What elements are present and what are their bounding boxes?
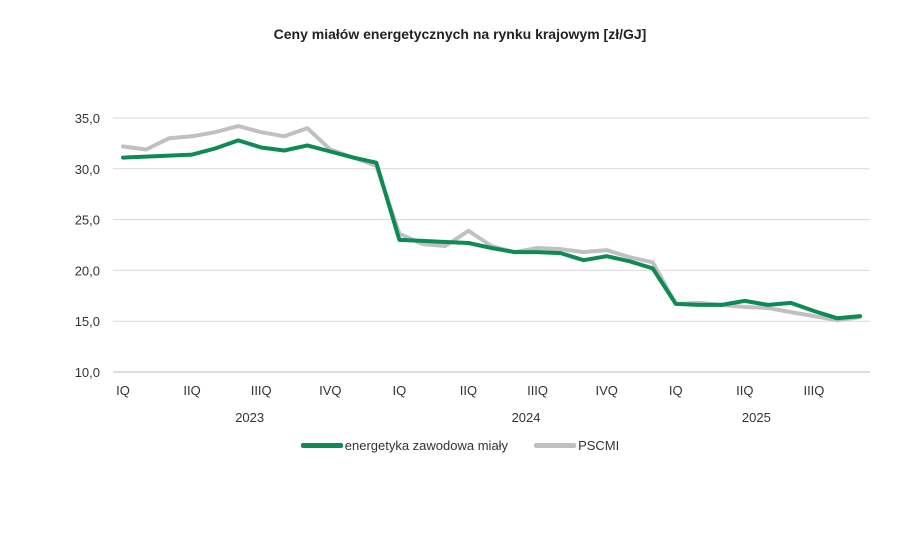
chart-title: Ceny miałów energetycznych na rynku kraj… [273, 26, 647, 42]
x-tick-label-quarter: IQ [116, 383, 130, 398]
x-tick-label-year: 2023 [235, 410, 264, 425]
x-tick-label-year: 2024 [512, 410, 541, 425]
x-tick-label-quarter: IIIQ [527, 383, 548, 398]
y-tick-label: 30,0 [75, 162, 100, 177]
y-tick-label: 20,0 [75, 263, 100, 278]
legend: energetyka zawodowa miały PSCMI [0, 438, 920, 453]
x-axis-ticks: IQ IIQ IIIQ IVQ IQ IIQ IIIQ IVQ IQ IIQ IIIQ 2023 202… [116, 383, 824, 425]
y-tick-label: 35,0 [75, 111, 100, 126]
legend-item-energetyka[interactable]: energetyka zawodowa miały [300, 438, 509, 453]
series-lines [121, 124, 862, 323]
y-tick-label: 10,0 [75, 365, 100, 380]
x-tick-label-quarter: IIIQ [251, 383, 272, 398]
legend-label-pscmi: PSCMI [578, 438, 620, 453]
x-tick-label-quarter: IVQ [595, 383, 617, 398]
x-tick-label-quarter: IVQ [319, 383, 341, 398]
y-tick-label: 25,0 [75, 213, 100, 228]
y-tick-label: 15,0 [75, 314, 100, 329]
x-tick-label-quarter: IQ [393, 383, 407, 398]
legend-swatch-pscmi [534, 443, 577, 448]
y-axis-ticks: 35,0 30,0 25,0 20,0 15,0 10,0 [75, 111, 100, 380]
gridlines [113, 117, 870, 373]
x-tick-label-year: 2025 [742, 410, 771, 425]
x-tick-label-quarter: IIQ [460, 383, 477, 398]
x-tick-label-quarter: IIIQ [803, 383, 824, 398]
x-tick-label-quarter: IIQ [736, 383, 753, 398]
series-line-pscmi [121, 124, 862, 323]
x-tick-label-quarter: IQ [669, 383, 683, 398]
legend-label-energetyka: energetyka zawodowa miały [344, 438, 509, 453]
x-tick-label-quarter: IIQ [183, 383, 200, 398]
legend-item-pscmi[interactable]: PSCMI [534, 438, 619, 453]
series-line-energetyka [121, 138, 862, 321]
legend-swatch-energetyka [300, 443, 343, 448]
